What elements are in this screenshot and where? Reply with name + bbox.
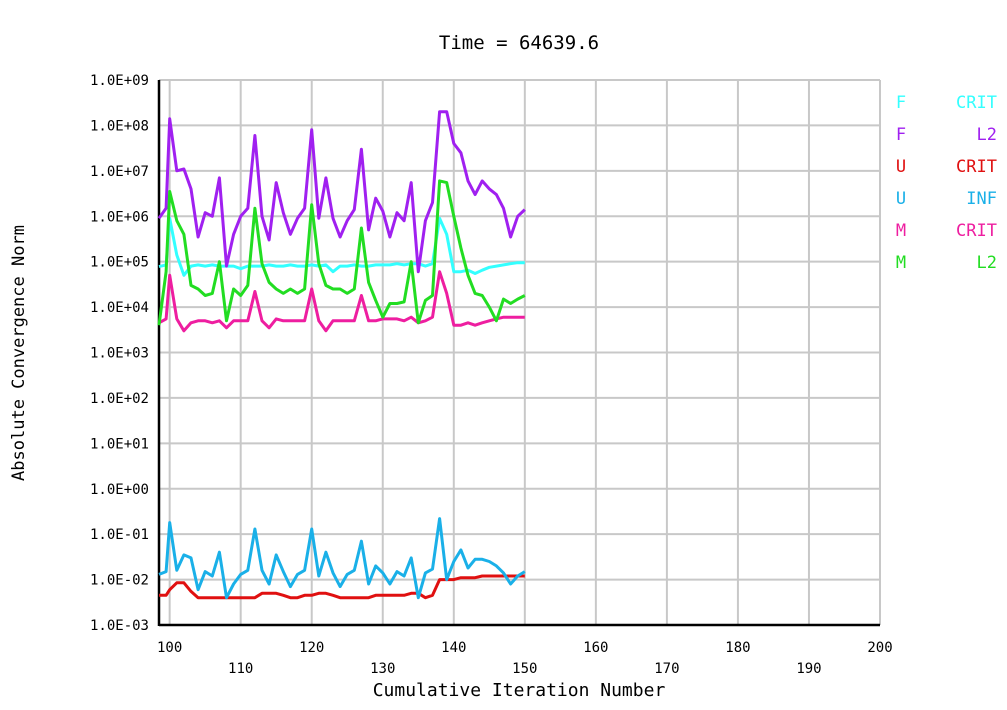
y-tick-label: 1.0E+07 [90, 164, 149, 180]
x-tick-label: 100 [157, 640, 182, 656]
y-tick-label: 1.0E+05 [90, 255, 149, 271]
legend-label-m-l2-quantity: M [896, 253, 906, 273]
y-tick-label: 1.0E+01 [90, 436, 149, 452]
legend-label-u-inf-quantity: U [896, 189, 906, 209]
x-tick-label: 190 [796, 661, 821, 677]
legend-label-u-inf-norm: INF [966, 189, 997, 209]
y-tick-label: 1.0E+06 [90, 209, 149, 225]
y-tick-label: 1.0E+00 [90, 482, 149, 498]
x-tick-label: 170 [654, 661, 679, 677]
axes [157, 80, 880, 627]
x-tick-label: 110 [228, 661, 253, 677]
y-tick-label: 1.0E-02 [90, 573, 149, 589]
legend-label-u-crit-quantity: U [896, 157, 906, 177]
legend-label-m-crit-norm: CRIT [956, 221, 997, 241]
legend-label-f-crit-norm: CRIT [956, 93, 997, 113]
chart-title: Time = 64639.6 [439, 32, 599, 54]
y-tick-label: 1.0E+03 [90, 346, 149, 362]
x-tick-label: 140 [441, 640, 466, 656]
legend: F CRIT F L2 U CRIT U INF M CRIT M L2 [896, 93, 997, 273]
y-tick-label: 1.0E+02 [90, 391, 149, 407]
series-line-f-crit [158, 216, 525, 277]
x-tick-label: 180 [725, 640, 750, 656]
legend-label-f-crit-quantity: F [896, 93, 906, 113]
x-tick-label: 160 [583, 640, 608, 656]
series-lines [157, 110, 526, 600]
x-tick-labels: 100 110 120 130 140 150 160 170 180 190 200 [157, 640, 893, 677]
series-line-m-crit [158, 270, 525, 333]
y-tick-labels: 1.0E-03 1.0E-02 1.0E-01 1.0E+00 1.0E+01 1.0E+… [90, 73, 149, 634]
y-tick-label: 1.0E+08 [90, 118, 149, 134]
series-line-f-l2 [157, 110, 526, 274]
grid [159, 79, 881, 626]
x-tick-label: 200 [867, 640, 892, 656]
y-axis-label: Absolute Convergence Norm [9, 225, 29, 481]
y-tick-label: 1.0E+09 [90, 73, 149, 89]
series-line-u-inf [158, 517, 526, 600]
legend-label-f-l2-quantity: F [896, 125, 906, 145]
y-tick-label: 1.0E-01 [90, 527, 149, 543]
series-line-u-crit [159, 574, 525, 600]
legend-label-u-crit-norm: CRIT [956, 157, 997, 177]
series-line-m-l2 [157, 179, 526, 326]
y-tick-label: 1.0E+04 [90, 300, 149, 316]
legend-label-m-l2-norm: L2 [977, 253, 997, 273]
legend-label-m-crit-quantity: M [896, 221, 906, 241]
x-axis-label: Cumulative Iteration Number [373, 680, 666, 701]
x-tick-label: 150 [512, 661, 537, 677]
y-tick-label: 1.0E-03 [90, 618, 149, 634]
x-tick-label: 120 [299, 640, 324, 656]
x-tick-label: 130 [370, 661, 395, 677]
legend-label-f-l2-norm: L2 [977, 125, 997, 145]
